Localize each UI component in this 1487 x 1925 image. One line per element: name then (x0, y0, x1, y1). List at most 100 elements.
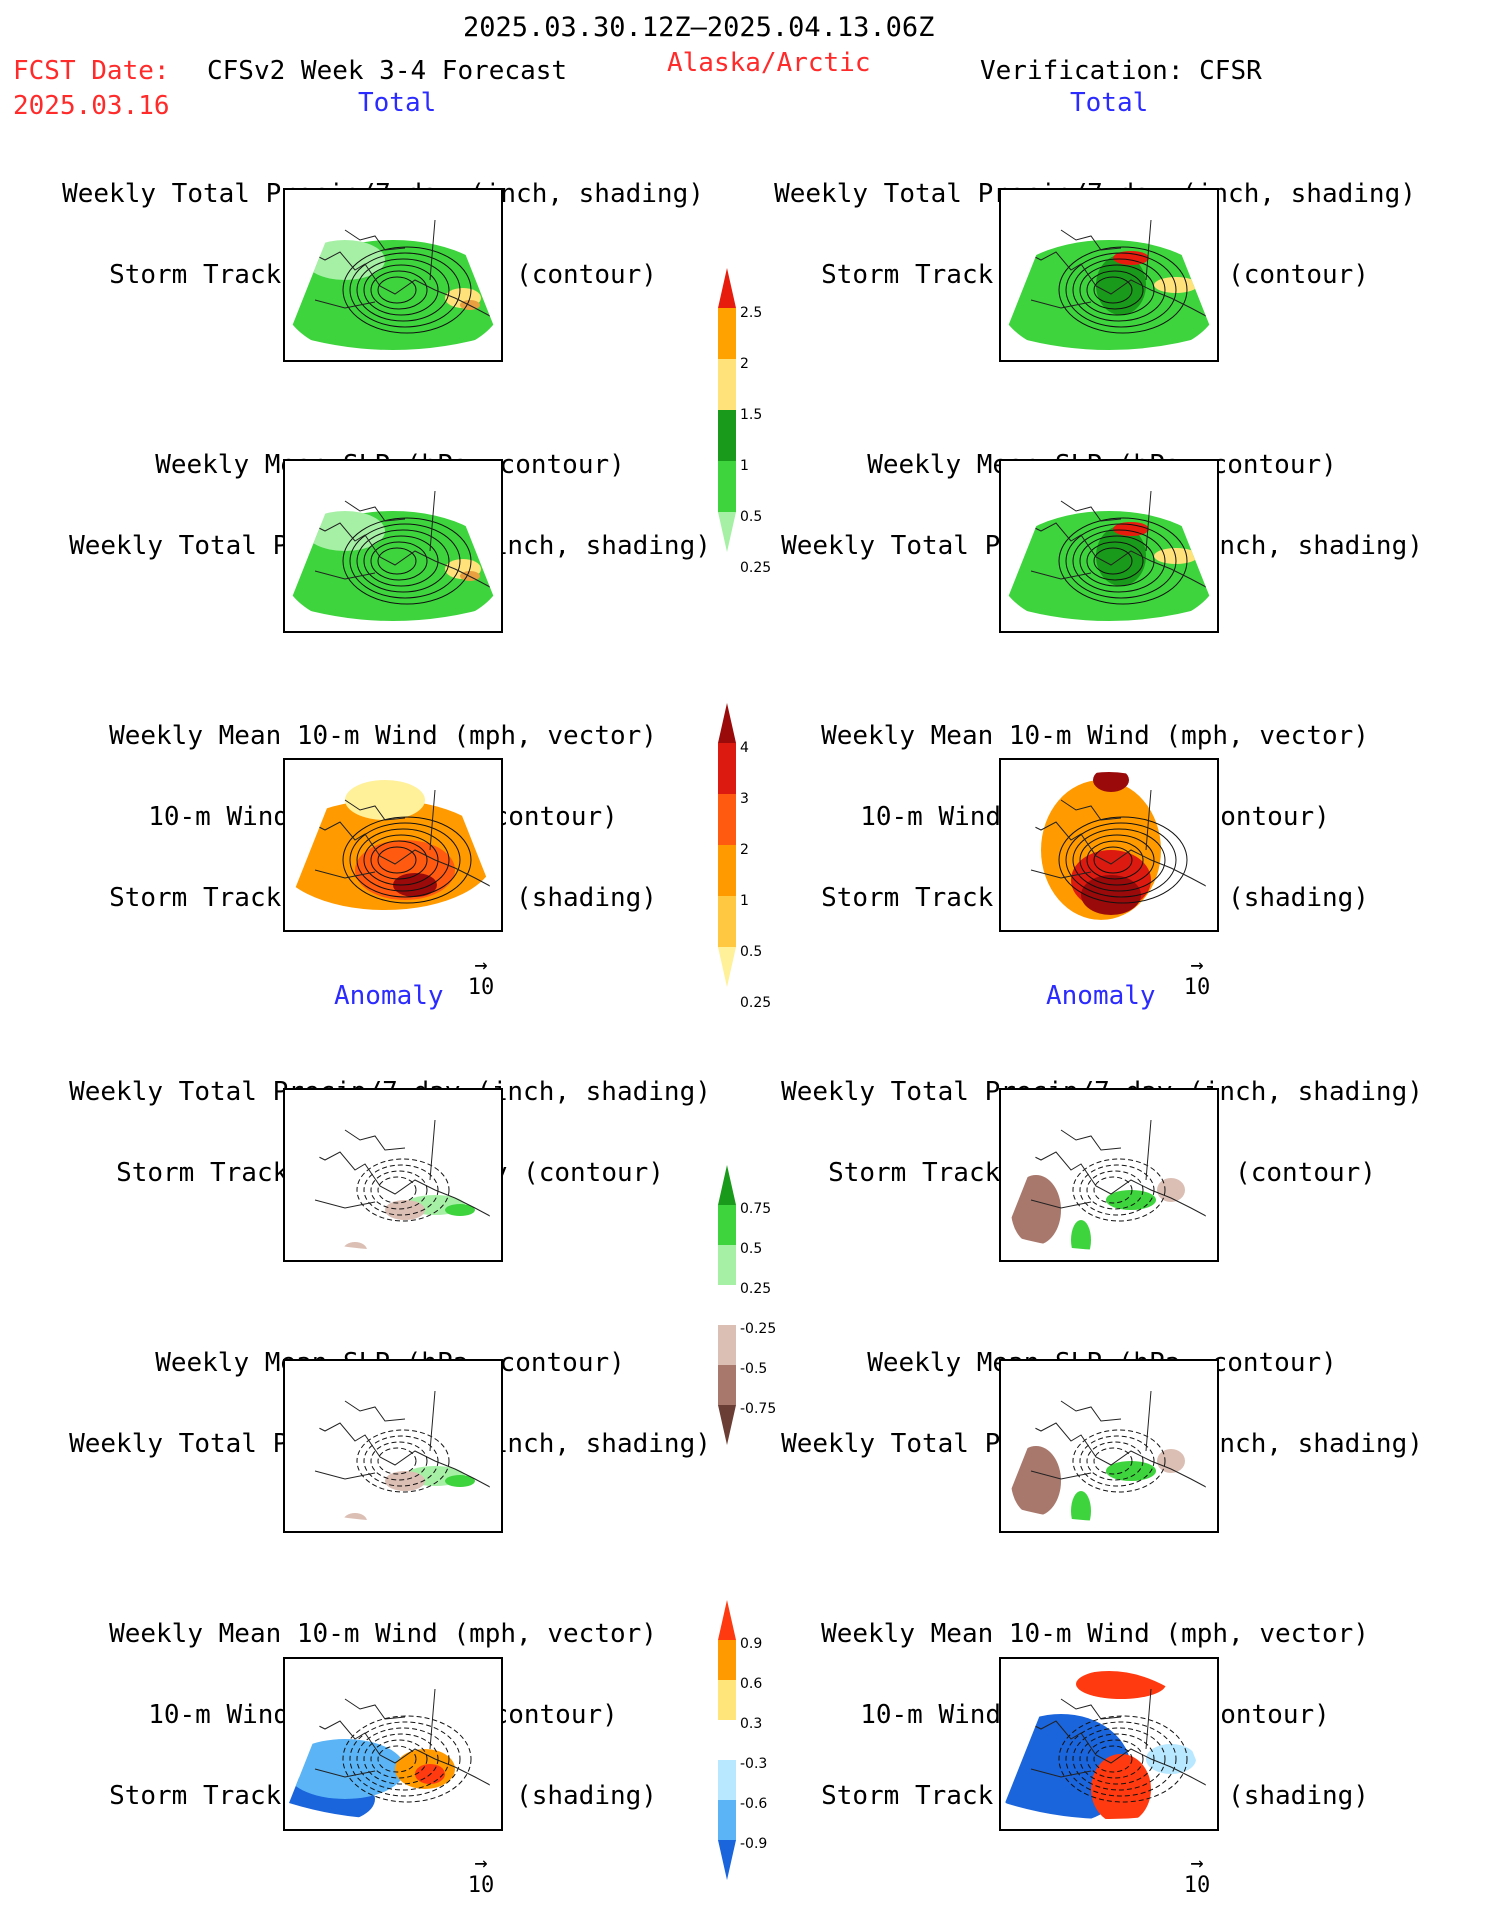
section-total-left: Total (358, 88, 437, 118)
map-graphic (1020, 772, 1207, 920)
map-total-slp-forecast (283, 459, 503, 633)
section-total-right: Total (1070, 88, 1149, 118)
colorbar-label: 0.5 (740, 944, 763, 961)
vector-reference: → 10 (456, 955, 506, 1001)
contour-line (1072, 1727, 1166, 1791)
coastline (304, 219, 491, 317)
map-total-precip-verification (999, 188, 1219, 362)
shading-region (305, 511, 385, 551)
contour-line (1079, 535, 1155, 587)
contour-line (1072, 529, 1166, 593)
colorbar-swatch (718, 743, 736, 795)
region-title: Alaska/Arctic (667, 48, 871, 78)
colorbar-swatch (718, 359, 736, 411)
shading-region (1106, 1461, 1156, 1481)
map-graphic (1005, 490, 1213, 621)
shading-region (1113, 251, 1149, 265)
contour-line (377, 1447, 417, 1475)
contour-line (363, 1733, 439, 1785)
colorbar-label: 2 (740, 842, 749, 859)
colorbar-swatch (718, 461, 736, 513)
contour-line (1058, 1715, 1188, 1803)
colorbar-swatch (718, 896, 736, 948)
vector-reference-value: 10 (1183, 975, 1211, 1000)
coastline (304, 1688, 491, 1786)
contour-line (1086, 270, 1144, 310)
contour-line (1072, 828, 1166, 892)
colorbar-label: 1.5 (740, 407, 763, 424)
verification-title: Verification: CFSR (980, 56, 1262, 86)
shading-region (1157, 1178, 1185, 1202)
map-graphic (289, 490, 497, 621)
vector-reference-value: 10 (1183, 1873, 1211, 1898)
colorbar-precip-total: 2.5 2 1.5 1 0.5 0.25 (718, 268, 838, 575)
contour-line (356, 258, 450, 322)
coastline (1020, 1688, 1207, 1786)
contour-line (356, 1429, 450, 1493)
contour-line (1079, 834, 1155, 886)
arrow-right-icon: → (1190, 1851, 1204, 1876)
colorbar-label: 2.5 (740, 305, 763, 322)
coastline (1020, 219, 1207, 317)
coastline (1020, 789, 1207, 887)
shading-region (1113, 522, 1149, 536)
contour-line (342, 1715, 472, 1803)
colorbar-label: -0.3 (740, 1756, 768, 1772)
vector-reference-value: 10 (467, 975, 495, 1000)
contour-line (1086, 1170, 1144, 1210)
map-anom-wind-verification (999, 1657, 1219, 1831)
contour-line (377, 846, 417, 874)
colorbar-swatch (718, 794, 736, 846)
contour-line (356, 1727, 450, 1791)
map-anom-precip-verification (999, 1088, 1219, 1262)
shading-region (445, 1204, 475, 1216)
contour-line (370, 541, 428, 581)
title-line: Weekly Mean 10-m Wind (mph, vector) (109, 721, 657, 751)
map-graphic (304, 1119, 491, 1250)
colorbar-swatch (718, 1245, 736, 1286)
colorbar-label: 0.75 (740, 1201, 772, 1217)
colorbar-label: 0.5 (740, 1241, 763, 1257)
colorbar-label: -0.25 (740, 1321, 777, 1337)
colorbar-swatch (718, 1165, 736, 1205)
colorbar-label: 1 (740, 458, 749, 475)
contour-line (377, 276, 417, 304)
coastline (304, 490, 491, 588)
colorbar-label: -0.6 (740, 1796, 768, 1812)
shading-region (1071, 1491, 1091, 1521)
colorbar-label: 4 (740, 740, 749, 757)
colorbar-swatch (718, 1840, 736, 1880)
colorbar-swatch (718, 1760, 736, 1801)
colorbar-label: 0.9 (740, 1636, 763, 1652)
colorbar-label: 0.25 (740, 995, 772, 1012)
colorbar-swatch (718, 1325, 736, 1366)
map-graphic (289, 1688, 491, 1819)
colorbar-label: 0.6 (740, 1676, 763, 1692)
contour-line (356, 828, 450, 892)
colorbar-label: 0.25 (740, 560, 772, 577)
coastline (304, 1390, 491, 1488)
contour-line (349, 1721, 461, 1797)
contour-line (349, 523, 461, 599)
contour-line (342, 517, 472, 605)
coastline (304, 1119, 491, 1217)
colorbar-swatch (718, 1405, 736, 1445)
arrow-right-icon: → (474, 1851, 488, 1876)
contour-line (349, 822, 461, 898)
shading-region (1011, 1446, 1061, 1516)
shading-region (1071, 1220, 1091, 1250)
contour-line (1072, 1429, 1166, 1493)
shading-region (1011, 1175, 1061, 1245)
map-anom-wind-forecast (283, 1657, 503, 1831)
shading-region (1146, 1744, 1196, 1774)
colorbar-swatch (718, 1285, 736, 1326)
contour-line (349, 252, 461, 328)
contour-line (370, 270, 428, 310)
contour-line (363, 1164, 439, 1216)
shading-region (385, 1200, 425, 1220)
shading-region (305, 240, 385, 280)
title-line: Weekly Mean 10-m Wind (mph, vector) (109, 1619, 657, 1649)
colorbar-label: -0.9 (740, 1836, 768, 1852)
contour-line (1072, 258, 1166, 322)
map-graphic (304, 1390, 491, 1521)
